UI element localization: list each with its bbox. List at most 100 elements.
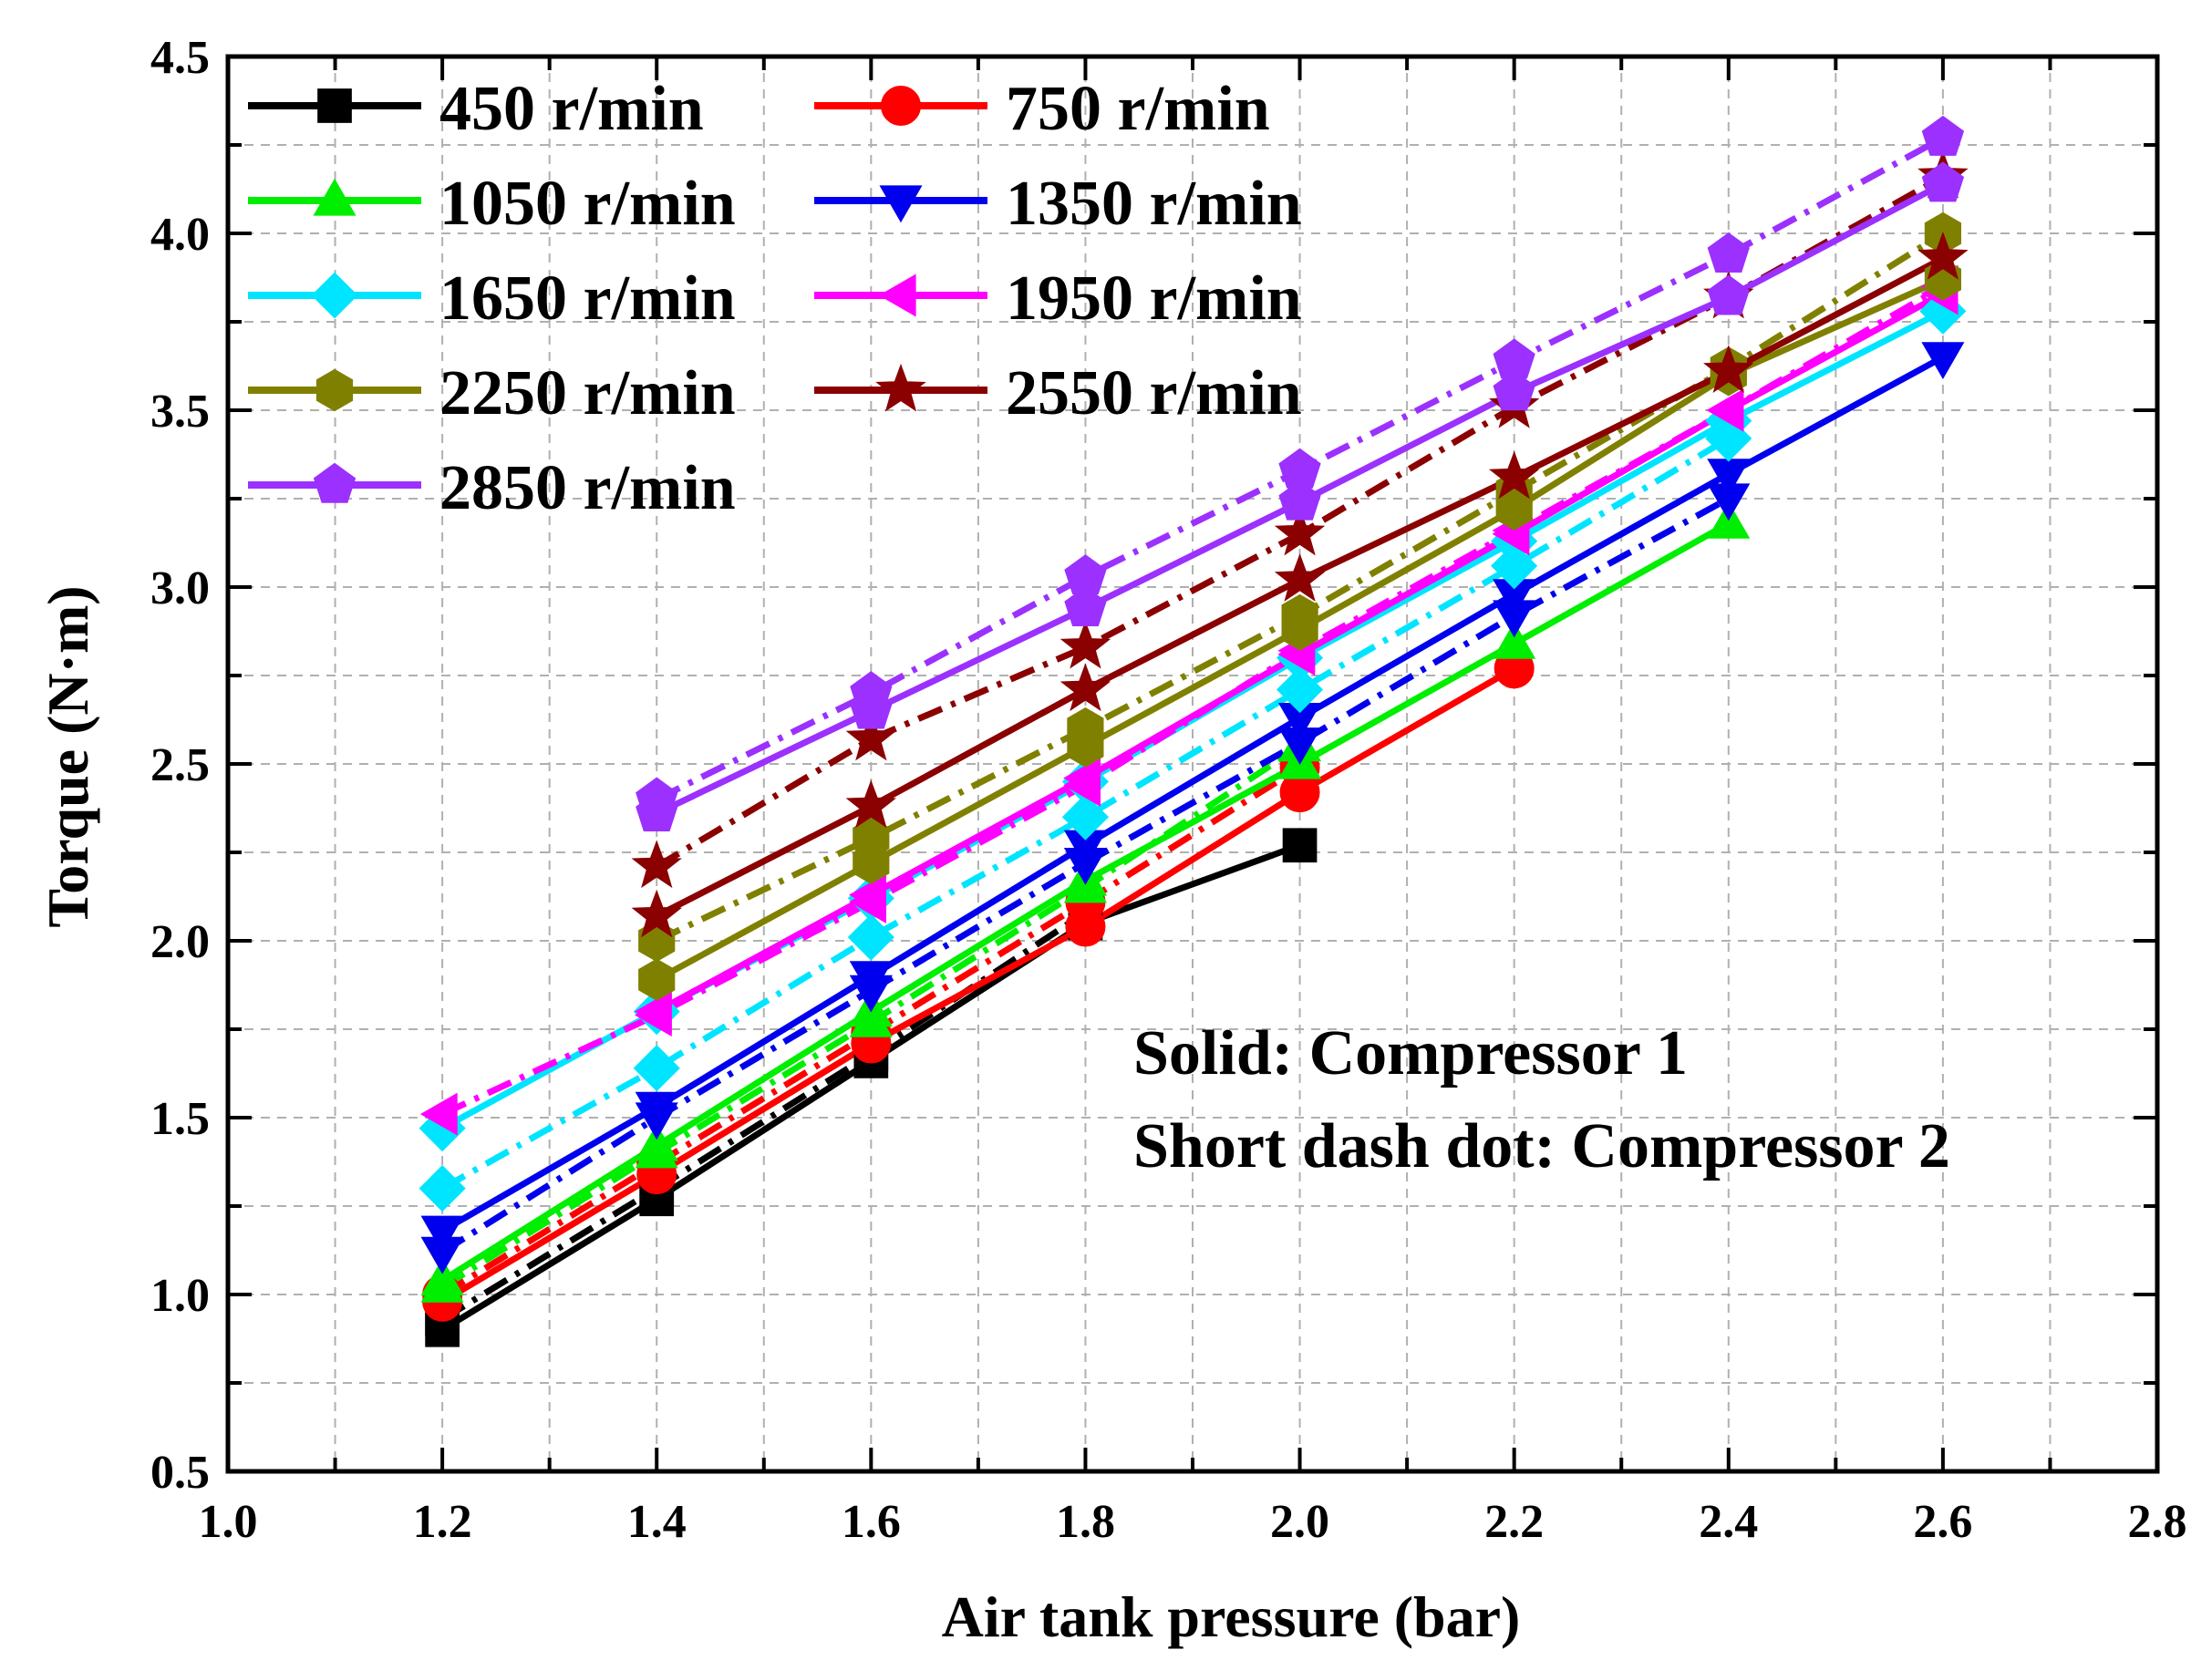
annotation-dash-dot: Short dash dot: Compressor 2 bbox=[1133, 1111, 1950, 1181]
legend-swatch-marker bbox=[875, 363, 926, 412]
data-point-2550-comp1 bbox=[845, 779, 897, 829]
y-tick-label: 1.5 bbox=[150, 1093, 210, 1145]
tick-labels: 1.0 1.2 1.4 1.6 1.8 2.0 2.2 2.4 2.6 2.80.51.01.52… bbox=[150, 32, 2187, 1548]
y-tick-label: 1.0 bbox=[150, 1270, 210, 1322]
x-tick-label: 2.0 bbox=[1270, 1496, 1329, 1548]
x-tick-label: 2.2 bbox=[1484, 1496, 1544, 1548]
legend-swatch-marker bbox=[878, 273, 916, 317]
data-point-1950-comp1 bbox=[1063, 756, 1101, 800]
legend-label: 1050 r/min bbox=[439, 169, 736, 239]
legend: 450 r/min 750 r/min 1050 r/min 1350 r/min 16… bbox=[248, 74, 1302, 523]
x-tick-label: 1.6 bbox=[842, 1496, 901, 1548]
data-point-2850-comp1 bbox=[850, 688, 893, 729]
annotation-solid: Solid: Compressor 1 bbox=[1133, 1018, 1688, 1088]
legend-swatch-marker bbox=[313, 462, 357, 503]
legend-entry-450: 450 r/min bbox=[248, 74, 704, 144]
legend-label: 1350 r/min bbox=[1006, 169, 1302, 239]
data-point-1050-comp1 bbox=[420, 1258, 464, 1296]
legend-label: 1650 r/min bbox=[439, 263, 736, 334]
y-axis-title: Torque (N·m) bbox=[36, 585, 100, 927]
y-tick-label: 2.5 bbox=[150, 739, 210, 791]
data-point-2850-comp1 bbox=[1921, 161, 1965, 202]
data-point-2550-comp1 bbox=[1488, 450, 1540, 500]
x-tick-label: 2.6 bbox=[1913, 1496, 1972, 1548]
data-point-1650-comp2 bbox=[633, 1045, 680, 1092]
legend-swatch-marker bbox=[315, 368, 354, 412]
data-point-1050-comp1 bbox=[635, 1123, 678, 1161]
y-tick-label: 2.0 bbox=[150, 916, 210, 968]
x-tick-label: 1.4 bbox=[627, 1496, 687, 1548]
x-tick-label: 2.4 bbox=[1699, 1496, 1758, 1548]
data-point-2250-comp1 bbox=[638, 958, 676, 1001]
data-point-2850-comp1 bbox=[1278, 480, 1321, 521]
data-point-1650-comp2 bbox=[1491, 542, 1538, 590]
legend-label: 1950 r/min bbox=[1006, 263, 1302, 334]
data-point-1050-comp1 bbox=[1493, 621, 1536, 659]
y-tick-label: 0.5 bbox=[150, 1447, 210, 1499]
legend-entry-1950: 1950 r/min bbox=[814, 263, 1302, 334]
line-style-annotation: Solid: Compressor 1 Short dash dot: Comp… bbox=[1133, 1018, 1950, 1181]
legend-swatch-marker bbox=[313, 178, 357, 216]
data-point-2250-comp1 bbox=[853, 841, 890, 884]
legend-entry-2250: 2250 r/min bbox=[248, 358, 736, 428]
data-point-2550-comp1 bbox=[631, 889, 682, 938]
legend-swatch-marker bbox=[881, 86, 921, 126]
data-point-1350-comp1 bbox=[849, 961, 893, 998]
x-axis-title: Air tank pressure (bar) bbox=[942, 1584, 1521, 1649]
series-line-1350-comp1 bbox=[440, 354, 1945, 1234]
legend-entry-1650: 1650 r/min bbox=[248, 263, 736, 334]
series-line-450-comp2 bbox=[440, 910, 1088, 1323]
data-point-2550-comp1 bbox=[1274, 553, 1326, 602]
data-point-2850-comp1 bbox=[636, 790, 678, 831]
legend-label: 2250 r/min bbox=[439, 358, 736, 428]
legend-entry-1050: 1050 r/min bbox=[248, 169, 736, 239]
legend-entry-2850: 2850 r/min bbox=[248, 453, 736, 523]
data-point-2850-comp1 bbox=[1493, 370, 1535, 411]
legend-label: 2550 r/min bbox=[1006, 358, 1302, 428]
y-tick-label: 3.5 bbox=[150, 386, 210, 438]
data-point-2850-comp1 bbox=[1064, 585, 1107, 626]
data-point-1350-comp1 bbox=[635, 1091, 678, 1129]
legend-swatch-marker bbox=[317, 88, 352, 123]
data-point-1350-comp1 bbox=[420, 1215, 464, 1253]
x-tick-label: 1.2 bbox=[413, 1496, 472, 1548]
gridlines bbox=[228, 57, 2157, 1471]
data-point-1350-comp1 bbox=[1921, 342, 1965, 380]
data-point-1950-comp1 bbox=[634, 990, 672, 1034]
data-point-2850-comp1 bbox=[1707, 274, 1750, 315]
legend-entry-2550: 2550 r/min bbox=[814, 358, 1302, 428]
y-tick-label: 4.0 bbox=[150, 209, 210, 261]
data-point-2850-comp2 bbox=[1921, 115, 1965, 156]
legend-swatch-marker bbox=[879, 185, 923, 223]
data-point-2250-comp1 bbox=[1281, 608, 1318, 651]
y-tick-label: 3.0 bbox=[150, 562, 210, 614]
data-point-750-comp1 bbox=[1065, 906, 1106, 947]
data-point-2250-comp1 bbox=[1495, 488, 1533, 531]
x-tick-label: 1.8 bbox=[1056, 1496, 1115, 1548]
data-point-2550-comp1 bbox=[1059, 663, 1111, 712]
x-tick-label: 1.0 bbox=[199, 1496, 258, 1548]
data-point-1650-comp2 bbox=[847, 913, 894, 961]
data-point-2550-comp1 bbox=[1917, 232, 1969, 280]
data-point-2550-comp2 bbox=[1274, 507, 1326, 556]
data-point-2550-comp2 bbox=[845, 712, 897, 761]
data-point-1950-comp1 bbox=[849, 872, 886, 917]
data-point-1650-comp2 bbox=[1276, 665, 1324, 714]
legend-label: 750 r/min bbox=[1006, 74, 1270, 144]
legend-label: 2850 r/min bbox=[439, 453, 736, 523]
data-point-2550-comp2 bbox=[1059, 620, 1111, 669]
data-point-450-comp1 bbox=[1282, 828, 1318, 863]
data-point-2550-comp2 bbox=[631, 840, 682, 889]
y-tick-label: 4.5 bbox=[150, 32, 210, 84]
legend-label: 450 r/min bbox=[439, 74, 704, 144]
data-point-1950-comp2 bbox=[419, 1092, 458, 1136]
data-point-1950-comp1 bbox=[1706, 388, 1744, 432]
series-markers bbox=[419, 115, 1969, 1347]
x-tick-label: 2.8 bbox=[2128, 1496, 2187, 1548]
legend-swatch-marker bbox=[311, 272, 358, 319]
legend-entry-750: 750 r/min bbox=[814, 74, 1270, 144]
data-point-2550-comp1 bbox=[1703, 345, 1754, 393]
axis-ticks bbox=[226, 55, 2159, 1473]
data-point-1650-comp2 bbox=[1061, 793, 1110, 841]
